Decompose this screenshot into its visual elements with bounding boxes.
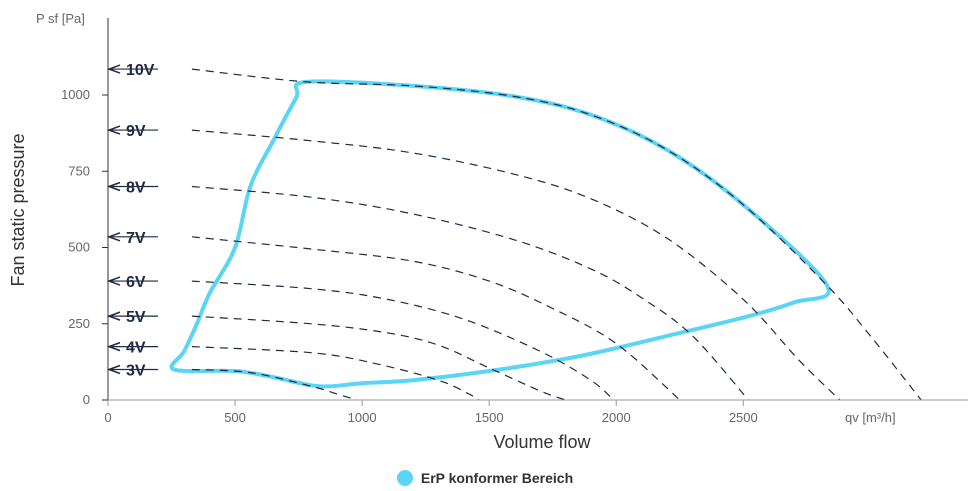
voltage-label-6v: 6V xyxy=(126,274,146,291)
legend-marker xyxy=(396,470,413,486)
voltage-label-7v: 7V xyxy=(126,230,146,247)
voltage-label-10v: 10V xyxy=(126,62,155,79)
voltage-label-4v: 4V xyxy=(126,340,146,357)
voltage-label-3v: 3V xyxy=(126,363,146,380)
y-tick-label: 500 xyxy=(68,240,90,255)
y-tick-label: 1000 xyxy=(61,87,90,102)
voltage-markers-layer: 10V 9V 8V 7V 6V 5V 4V 3V xyxy=(106,62,158,380)
y-tick-label: 0 xyxy=(83,392,90,407)
voltage-curve-7v xyxy=(191,236,681,401)
x-tick-label: 0 xyxy=(104,410,111,425)
axes-layer: P sf [Pa] qv [m³/h] Volume flow Fan stat… xyxy=(8,11,968,452)
legend: ErP konformer Bereich xyxy=(0,470,970,491)
x-axis-title: Volume flow xyxy=(493,432,591,452)
erp-region-outline xyxy=(169,79,831,389)
voltage-curve-5v xyxy=(191,315,566,401)
voltage-curve-4v xyxy=(191,346,480,401)
voltage-curves-layer xyxy=(191,68,922,401)
y-axis-title: Fan static pressure xyxy=(8,133,28,286)
x-unit-label: qv [m³/h] xyxy=(845,410,896,425)
ticks-layer: 0 500 1000 1500 2000 2500 0 250 500 750 1000 xyxy=(61,87,758,425)
voltage-label-5v: 5V xyxy=(126,309,146,326)
voltage-curve-8v xyxy=(191,185,749,401)
erp-region-layer xyxy=(169,79,831,389)
legend-label: ErP konformer Bereich xyxy=(420,470,574,486)
x-tick-label: 2500 xyxy=(729,410,758,425)
x-tick-label: 1000 xyxy=(348,410,377,425)
voltage-label-9v: 9V xyxy=(126,123,146,140)
x-tick-label: 2000 xyxy=(602,410,631,425)
voltage-curve-3v xyxy=(191,368,358,401)
x-tick-label: 1500 xyxy=(475,410,504,425)
voltage-label-8v: 8V xyxy=(126,180,146,197)
voltage-curve-10v xyxy=(191,68,922,401)
y-tick-label: 750 xyxy=(68,163,90,178)
y-unit-label: P sf [Pa] xyxy=(36,11,85,26)
y-tick-label: 250 xyxy=(68,316,90,331)
x-tick-label: 500 xyxy=(224,410,246,425)
voltage-curve-6v xyxy=(191,280,615,401)
voltage-curve-9v xyxy=(191,129,841,401)
legend-item-erp[interactable]: ErP konformer Bereich xyxy=(396,470,574,486)
